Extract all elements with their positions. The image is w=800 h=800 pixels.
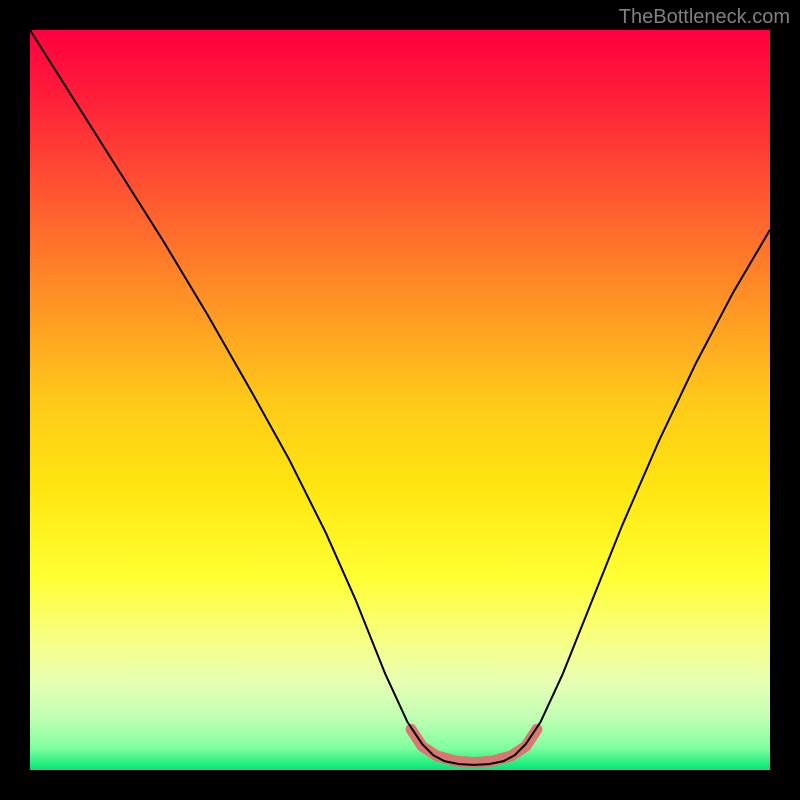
chart-background-gradient (30, 30, 770, 770)
chart-plot-area (30, 30, 770, 770)
gradient-curve-chart (30, 30, 770, 770)
watermark-text: TheBottleneck.com (619, 6, 790, 29)
